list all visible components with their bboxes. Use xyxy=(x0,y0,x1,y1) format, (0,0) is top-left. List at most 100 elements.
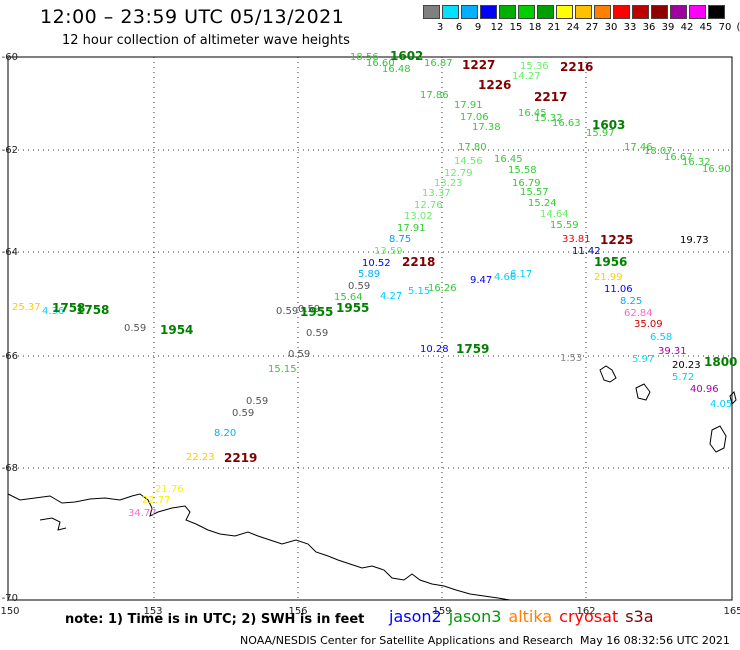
colorbar-swatch xyxy=(556,5,573,19)
colorbar-label: 6 xyxy=(455,22,463,33)
wave-height-label: 22.23 xyxy=(186,452,215,463)
legend-item-cryosat: cryosat xyxy=(559,607,619,626)
wave-height-label: 16.90 xyxy=(702,164,731,175)
island-1 xyxy=(599,365,617,383)
x-tick-label: 156 xyxy=(288,606,307,617)
wave-height-label: 18.56 xyxy=(350,52,379,63)
pass-time-label: 2219 xyxy=(224,451,257,465)
credit-line: NOAA/NESDIS Center for Satellite Applica… xyxy=(240,634,574,647)
wave-height-label: 21.76 xyxy=(155,484,184,495)
wave-height-label: 39.31 xyxy=(658,346,687,357)
generated-timestamp: May 16 08:32:56 UTC 2021 xyxy=(580,634,730,647)
x-tick-label: 153 xyxy=(143,606,162,617)
wave-height-label: 11.06 xyxy=(604,284,633,295)
wave-height-label: 9.47 xyxy=(470,275,492,286)
wave-height-label: 16.45 xyxy=(494,154,523,165)
wave-height-label: 13.59 xyxy=(374,246,403,257)
colorbar-swatch xyxy=(423,5,440,19)
wave-height-label: 0.59 xyxy=(348,281,370,292)
pass-time-label: 1227 xyxy=(462,58,495,72)
colorbar-label: 33 xyxy=(623,22,637,33)
wave-height-label: 4.36 xyxy=(42,306,64,317)
colorbar-swatch xyxy=(575,5,592,19)
wave-height-label: 22.77 xyxy=(142,495,171,506)
wave-height-label: 6.58 xyxy=(650,332,672,343)
pass-time-label: 1758 xyxy=(76,303,109,317)
wave-height-label: 25.37 xyxy=(12,302,41,313)
legend-item-altika: altika xyxy=(508,607,553,626)
colorbar-label: 3 xyxy=(436,22,444,33)
footnote: note: 1) Time is in UTC; 2) SWH is in fe… xyxy=(65,612,365,627)
map-grid xyxy=(8,57,732,600)
page-subtitle: 12 hour collection of altimeter wave hei… xyxy=(62,33,350,48)
wave-height-label: 13.37 xyxy=(422,188,451,199)
legend-item-s3a: s3a xyxy=(625,607,654,626)
colorbar-label: (ft) xyxy=(736,22,740,33)
colorbar-swatch xyxy=(670,5,687,19)
colorbar-swatch xyxy=(613,5,630,19)
wave-height-label: 10.28 xyxy=(420,344,449,355)
wave-height-label: 35.09 xyxy=(634,319,663,330)
wave-height-label: 20.23 xyxy=(672,360,701,371)
wave-height-label: 62.84 xyxy=(624,308,653,319)
wave-height-label: 13.02 xyxy=(404,211,433,222)
wave-height-label: 15.32 xyxy=(534,113,563,124)
wave-height-label: 15.59 xyxy=(550,220,579,231)
wave-height-label: 15.15 xyxy=(268,364,297,375)
wave-height-label: 13.23 xyxy=(434,178,463,189)
y-tick-label: -62 xyxy=(2,145,18,156)
pass-time-label: 1954 xyxy=(160,323,193,337)
x-tick-label: 150 xyxy=(0,606,19,617)
wave-height-label: 17.06 xyxy=(460,112,489,123)
wave-height-label: 16.45 xyxy=(518,108,547,119)
y-tick-label: -66 xyxy=(2,351,18,362)
wave-height-label: 5.97 xyxy=(632,354,654,365)
wave-height-label: 5.89 xyxy=(358,269,380,280)
pass-time-label: 1800 xyxy=(704,355,737,369)
wave-height-label: 4.27 xyxy=(380,291,402,302)
legend-item-jason3: jason3 xyxy=(448,607,502,626)
wave-height-label: 11.42 xyxy=(572,246,601,257)
y-tick-label: -64 xyxy=(2,247,18,258)
wave-height-label: 21.99 xyxy=(594,272,623,283)
pass-time-label: 1602 xyxy=(390,49,423,63)
pass-times: 1602 1227 2216 1226 2217 1603 1225 1956 2218 1758… xyxy=(52,49,737,465)
pass-time-label: 2218 xyxy=(402,255,435,269)
wave-height-label: 4.66 xyxy=(494,272,516,283)
wave-height-label: 17.91 xyxy=(454,100,483,111)
wave-height-label: 16.26 xyxy=(428,283,457,294)
island-3 xyxy=(709,425,727,453)
pass-time-label: 1226 xyxy=(478,78,511,92)
wave-height-label: 17.86 xyxy=(420,90,449,101)
wave-height-label: 16.79 xyxy=(512,178,541,189)
island-4 xyxy=(729,391,737,405)
wave-height-label: 16.48 xyxy=(382,64,411,75)
colorbar-swatch xyxy=(480,5,497,19)
colorbar-label: 45 xyxy=(699,22,713,33)
colorbar-swatch xyxy=(651,5,668,19)
x-tick-label: 165 xyxy=(723,606,740,617)
wave-height-label: 15.36 xyxy=(520,61,549,72)
wave-height-label: 16.60 xyxy=(366,58,395,69)
colorbar-label: 70 xyxy=(718,22,732,33)
wave-height-label: 4.05 xyxy=(710,399,732,410)
wave-height-label: 16.32 xyxy=(682,157,711,168)
legend-item-jason2: jason2 xyxy=(389,607,442,626)
wave-height-label: 12.76 xyxy=(414,200,443,211)
x-tick-label: 162 xyxy=(576,606,595,617)
wave-height-label: 19.73 xyxy=(680,235,709,246)
map-frame xyxy=(7,56,733,601)
colorbar-swatch xyxy=(518,5,535,19)
island-2 xyxy=(635,383,651,401)
pass-time-label: 1955 xyxy=(336,301,369,315)
wave-height-label: 33.81 xyxy=(562,234,591,245)
colorbar-swatch xyxy=(708,5,725,19)
satellite-legend: jason2 jason3 altika cryosat s3a xyxy=(389,607,661,626)
wave-height-label: 8.75 xyxy=(389,234,411,245)
pass-time-label: 1603 xyxy=(592,118,625,132)
wave-height-label: 18.07 xyxy=(644,146,673,157)
wave-height-label: 17.80 xyxy=(458,142,487,153)
page-title: 12:00 – 23:59 UTC 05/13/2021 xyxy=(40,6,345,28)
